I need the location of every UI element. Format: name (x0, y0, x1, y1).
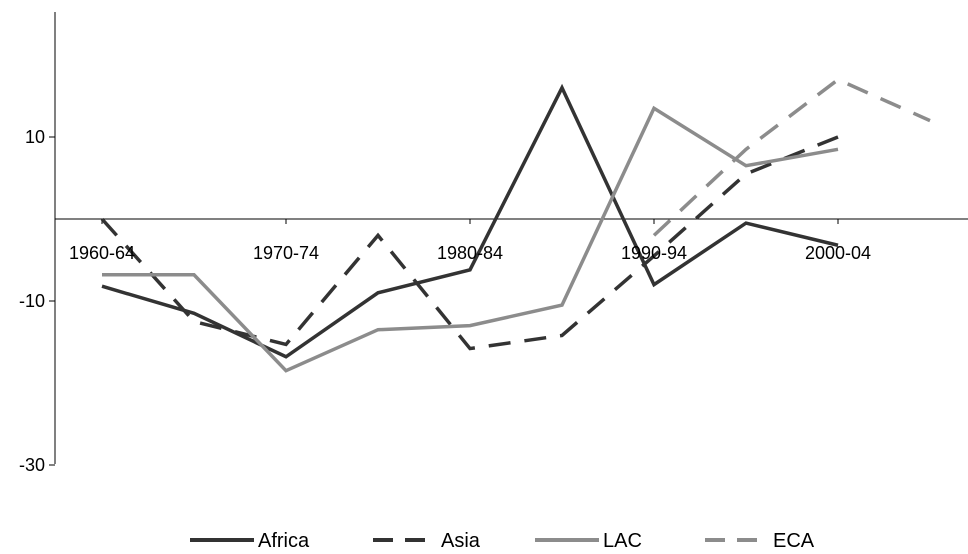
series-line-eca (652, 77, 931, 237)
legend-label-asia: Asia (441, 530, 481, 552)
series-line-lac (102, 105, 839, 373)
tick-labels: 10 -10 -30 1960-64 1970-74 1980-84 1990-94 2000… (19, 127, 871, 475)
series-lines (100, 77, 931, 373)
y-tick-label: 10 (25, 127, 45, 147)
x-tick-label: 1970-74 (253, 243, 319, 263)
legend-label-africa: Africa (258, 530, 310, 552)
y-tick-label: -30 (19, 455, 45, 475)
axes (49, 12, 968, 466)
x-tick-label: 2000-04 (805, 243, 871, 263)
legend-label-lac: LAC (603, 530, 642, 552)
y-tick-label: -10 (19, 291, 45, 311)
x-tick-label: 1980-84 (437, 243, 503, 263)
series-line-africa (101, 83, 839, 359)
legend: Africa Asia LAC ECA (190, 530, 815, 552)
legend-label-eca: ECA (773, 530, 815, 552)
series-line-asia (100, 135, 839, 351)
x-tick-label: 1960-64 (69, 243, 135, 263)
x-tick-label: 1990-94 (621, 243, 687, 263)
